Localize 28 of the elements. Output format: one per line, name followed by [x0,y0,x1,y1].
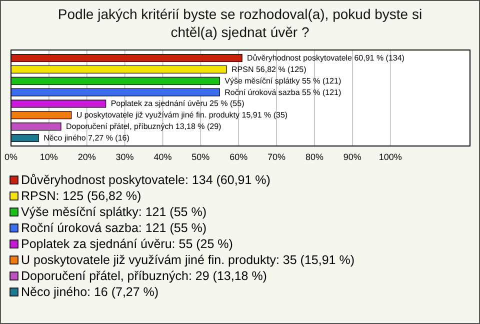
x-tick-label: 20% [78,152,96,162]
x-tick-label: 50% [192,152,210,162]
category-label: Důvěryhodnost poskytovatele 60,91 % (134) [247,54,404,62]
category-label: Výše měsíční splátky 55 % (121) [224,76,342,86]
text: Výše měsíční splátky: 121 (55 %) [21,205,206,219]
category-label: U poskytovatele již využívám jiné fin. produkty 15,91 % (35) [76,110,288,120]
text: Něco jiného: 16 (7,27 %) [21,285,159,299]
category-label: Roční úroková sazba 55 % (121) [224,88,342,97]
x-tick-label: 30% [116,152,134,162]
text: Doporučení přátel, příbuzných: 29 (13,18 %) [21,269,267,283]
text: U poskytovatele již využívám jiné fin. produkty: 35 (15,91 %) [21,253,354,267]
x-tick-label: 70% [268,152,286,162]
category-label: Něco jiného 7,27 % (16) [44,134,130,142]
category-label: Doporučení přátel, příbuzných 13,18 % (29) [66,122,222,132]
x-tick-label: 100% [378,152,402,162]
category-label: Poplatek za sjednání úvěru 25 % (55) [110,99,244,108]
x-tick-label: 10% [40,152,58,162]
category-label: RPSN 56,82 % (125) [232,64,306,74]
text: Důvěryhodnost poskytovatele: 134 (60,91 %) [21,173,270,187]
x-tick-label: 60% [230,152,248,162]
x-tick-label: 0% [4,152,18,162]
text: Poplatek za sjednání úvěru: 55 (25 %) [21,237,233,251]
x-tick-label: 80% [305,152,324,162]
x-tick-label: 90% [343,152,362,162]
text: Roční úroková sazba: 121 (55 %) [21,221,207,235]
chart-title: Podle jakých kritérií byste se rozhodoval(a), pokud byste si chtěl(a) sjednat úvěr ? [58,6,422,40]
text: RPSN: 125 (56,82 %) [21,189,142,203]
x-tick-label: 40% [154,152,172,162]
